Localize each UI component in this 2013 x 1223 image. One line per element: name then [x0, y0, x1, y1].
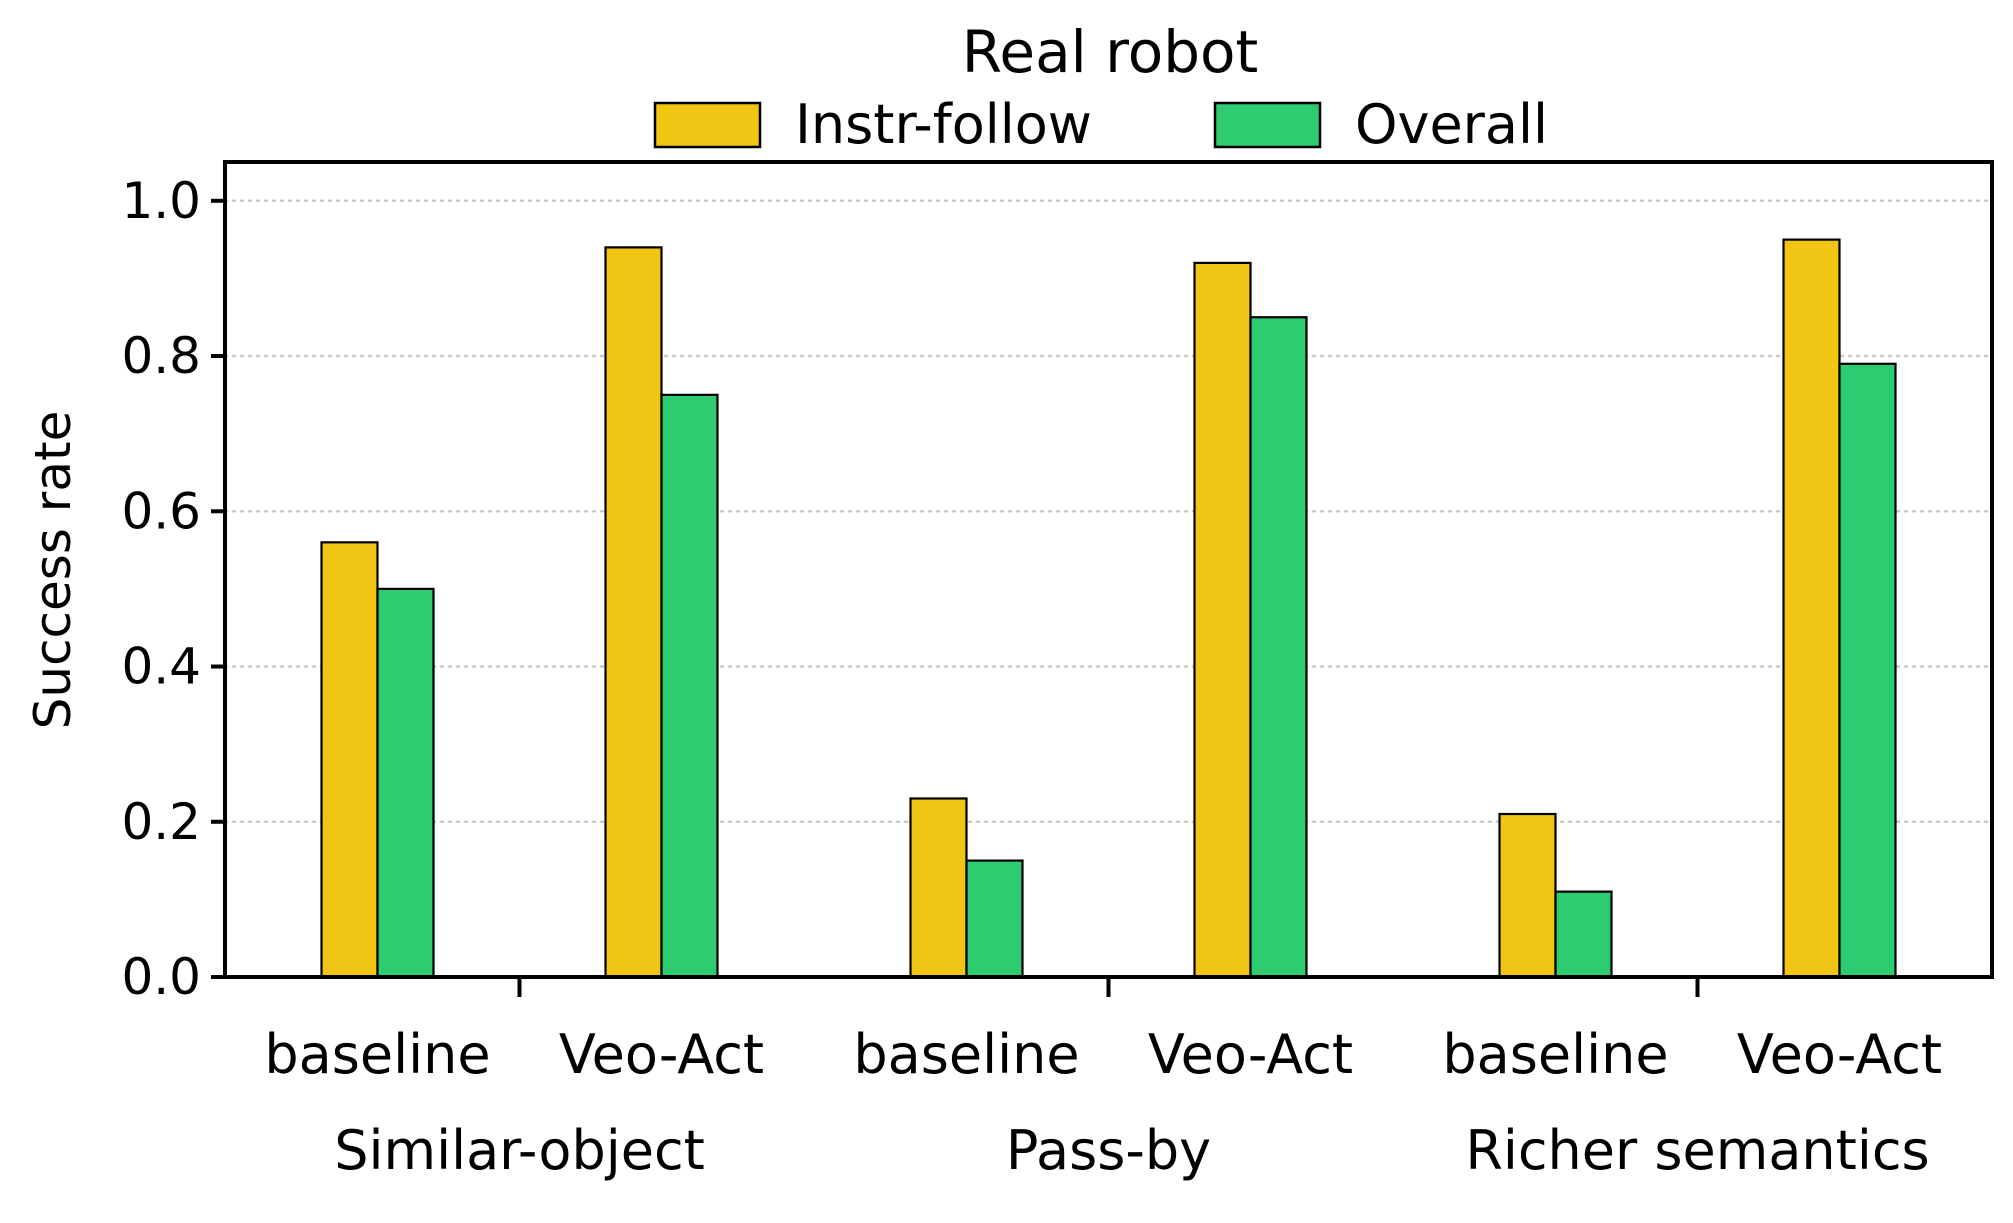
group-label: Richer semantics [1465, 1119, 1929, 1182]
legend-label: Overall [1355, 93, 1548, 156]
method-label: baseline [853, 1023, 1079, 1086]
bar-instr-follow [1782, 238, 1841, 979]
bar-instr-follow [1193, 261, 1252, 979]
group-label: Similar-object [334, 1119, 705, 1182]
y-tick-label: 0.4 [121, 638, 201, 696]
method-label: baseline [264, 1023, 490, 1086]
y-axis-label: Success rate [24, 411, 82, 730]
bar-overall [965, 859, 1024, 979]
y-tick-label: 0.0 [121, 948, 201, 1006]
chart-title: Real robot [962, 18, 1259, 86]
legend-swatch [1213, 101, 1322, 149]
method-label: Veo-Act [1148, 1023, 1353, 1086]
legend: Instr-follow Overall [653, 93, 1548, 156]
x-axis: Similar-object baseline Veo-Act Pass-by base… [264, 977, 1942, 1182]
bar-overall [1838, 362, 1897, 979]
method-label: baseline [1442, 1023, 1668, 1086]
bar-instr-follow [604, 246, 663, 979]
plot-area-frame [223, 160, 1994, 979]
bar-instr-follow [909, 797, 968, 979]
method-label: Veo-Act [1737, 1023, 1942, 1086]
method-label: Veo-Act [559, 1023, 764, 1086]
bars [320, 238, 1897, 979]
bar-overall [660, 393, 719, 979]
bar-overall [1554, 890, 1613, 979]
legend-label: Instr-follow [795, 93, 1092, 156]
bar-instr-follow [320, 541, 379, 979]
bar-instr-follow [1498, 812, 1557, 979]
group-label: Pass-by [1006, 1119, 1211, 1182]
legend-swatch [653, 101, 762, 149]
y-axis: 0.0 0.2 0.4 0.6 0.8 1.0 [121, 172, 225, 1006]
y-tick-label: 1.0 [121, 172, 201, 230]
bar-overall [1249, 316, 1308, 979]
grid-lines [223, 199, 1994, 824]
bar-overall [376, 587, 435, 979]
y-tick-label: 0.6 [121, 482, 201, 540]
y-tick-label: 0.2 [121, 793, 201, 851]
y-tick-label: 0.8 [121, 327, 201, 385]
